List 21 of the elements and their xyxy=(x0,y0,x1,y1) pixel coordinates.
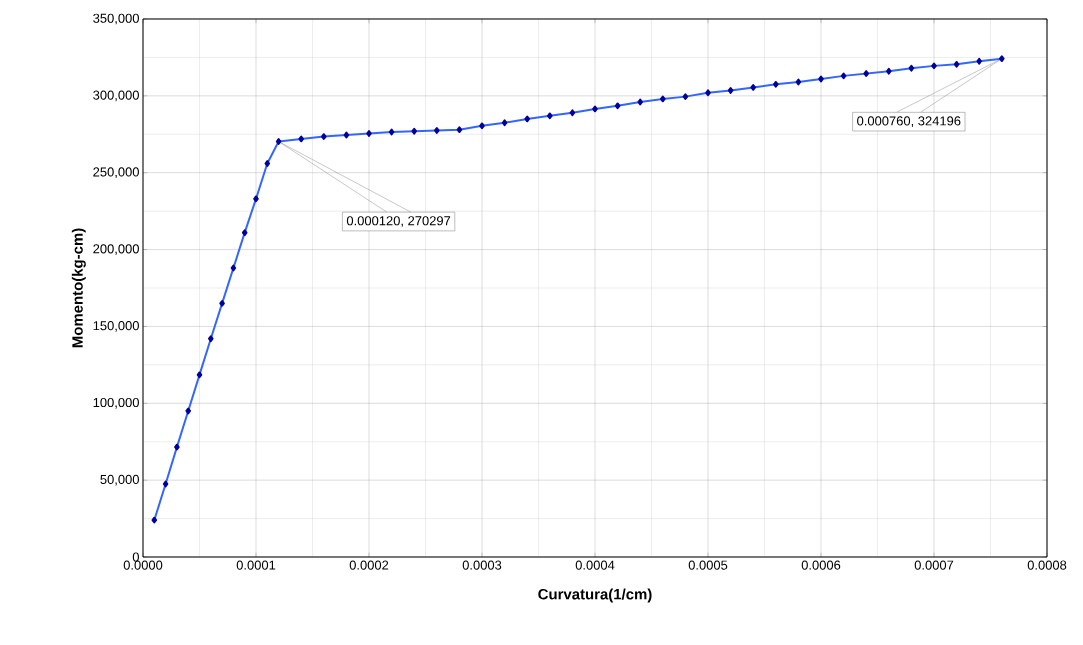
x-tick-label: 0.0005 xyxy=(688,560,728,570)
x-tick-label: 0.0001 xyxy=(236,560,276,570)
y-tick-label: 200,000 xyxy=(93,244,139,255)
x-tick-label: 0.0003 xyxy=(462,560,502,570)
annotation: 0.000760, 324196 xyxy=(857,116,961,128)
x-tick-label: 0.0006 xyxy=(801,560,841,570)
y-tick-label: 300,000 xyxy=(93,90,139,102)
x-axis-title: Curvatura(1/cm) xyxy=(538,588,652,603)
x-tick-label: 0.0008 xyxy=(1027,560,1067,570)
x-tick-label: 0.0002 xyxy=(349,560,389,570)
x-tick-label: 0.0004 xyxy=(575,560,615,570)
x-tick-label: 0.0000 xyxy=(123,560,163,570)
annotation: 0.000120, 270297 xyxy=(346,216,451,227)
y-tick-label: 0 xyxy=(132,552,139,562)
y-tick-label: 250,000 xyxy=(93,167,139,179)
y-tick-label: 50,000 xyxy=(100,474,139,486)
x-tick-label: 0.0007 xyxy=(914,560,954,570)
y-tick-label: 100,000 xyxy=(93,397,139,409)
y-tick-label: 350,000 xyxy=(93,13,139,25)
y-tick-label: 150,000 xyxy=(93,321,139,332)
y-axis-title: Momento(kg-cm) xyxy=(71,228,86,348)
